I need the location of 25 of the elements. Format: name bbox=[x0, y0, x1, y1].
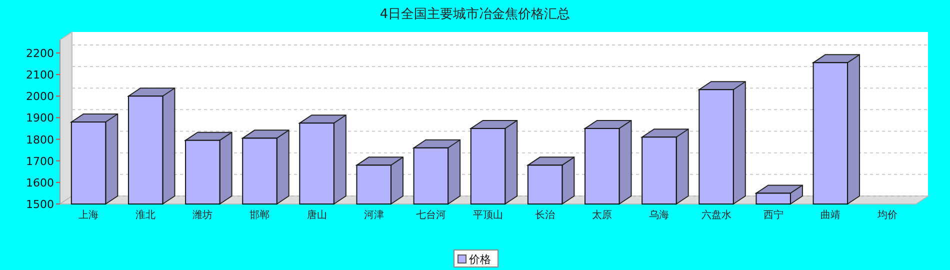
y-tick-label: 1700 bbox=[26, 154, 54, 168]
x-tick-label: 七台河 bbox=[416, 209, 446, 221]
y-tick-label: 2200 bbox=[26, 46, 54, 60]
x-tick-label: 长治 bbox=[535, 209, 556, 221]
x-tick-label: 河津 bbox=[364, 209, 384, 221]
chart-title: 4日全国主要城市冶金焦价格汇总 bbox=[380, 6, 570, 22]
y-tick-label: 1500 bbox=[26, 198, 54, 211]
x-tick-label: 西宁 bbox=[763, 209, 784, 221]
y-tick-label: 2000 bbox=[26, 90, 54, 104]
x-tick-label: 潍坊 bbox=[192, 209, 213, 221]
x-tick-label: 乌海 bbox=[649, 209, 670, 221]
y-tick-label: 1900 bbox=[26, 112, 54, 125]
legend-label: 价格 bbox=[468, 253, 491, 266]
y-tick-label: 1800 bbox=[26, 133, 54, 146]
y-tick-label: 2100 bbox=[26, 68, 54, 82]
x-tick-label: 邯郸 bbox=[250, 209, 270, 221]
x-tick-label: 均价 bbox=[876, 209, 898, 221]
y-tick-label: 1600 bbox=[26, 176, 54, 190]
x-tick-label: 淮北 bbox=[136, 209, 156, 221]
x-tick-label: 六盘水 bbox=[701, 209, 732, 221]
x-tick-label: 太原 bbox=[592, 209, 612, 221]
x-tick-label: 平顶山 bbox=[473, 209, 503, 221]
x-tick-label: 唐山 bbox=[306, 209, 327, 221]
x-tick-label: 上海 bbox=[78, 209, 99, 221]
x-tick-label: 曲靖 bbox=[820, 209, 840, 221]
